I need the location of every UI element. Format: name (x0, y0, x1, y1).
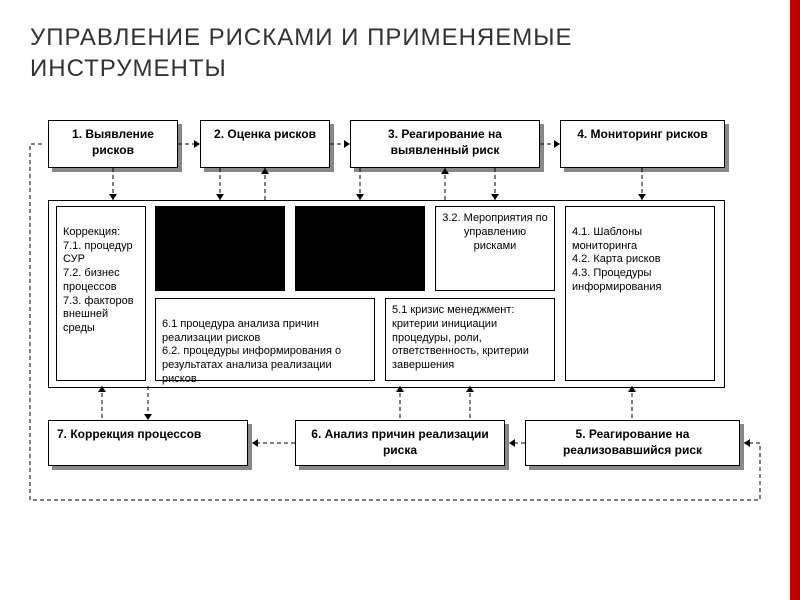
black-block-2 (295, 206, 425, 291)
label: 3. Реагирование на выявленный риск (388, 127, 502, 157)
text: Коррекция: 7.1. процедур СУР 7.2. бизнес… (63, 226, 134, 334)
label: 6. Анализ причин реализации риска (311, 427, 488, 457)
box-respond-identified: 3. Реагирование на выявленный риск (350, 120, 540, 168)
text: 3.2. Мероприятия по управлению рисками (442, 212, 548, 252)
box-respond-realized: 5. Реагирование на реализовавшийся риск (525, 420, 740, 466)
label: 4. Мониторинг рисков (577, 127, 708, 141)
box-correction-list: Коррекция: 7.1. процедур СУР 7.2. бизнес… (56, 206, 146, 381)
box-3-2-measures: 3.2. Мероприятия по управлению рисками (435, 206, 555, 291)
box-identify-risks: 1. Выявление рисков (48, 120, 178, 168)
label: 7. Коррекция процессов (57, 427, 201, 441)
text: 4.1. Шаблоны мониторинга 4.2. Карта риск… (572, 226, 661, 293)
slide: УПРАВЛЕНИЕ РИСКАМИ И ПРИМЕНЯЕМЫЕ ИНСТРУМ… (0, 0, 800, 600)
black-block-1 (155, 206, 285, 291)
box-6-analysis-procedures: 6.1 процедура анализа причин реализации … (155, 298, 375, 381)
label: 1. Выявление рисков (72, 127, 154, 157)
box-4-monitoring-templates: 4.1. Шаблоны мониторинга 4.2. Карта риск… (565, 206, 715, 381)
page-title: УПРАВЛЕНИЕ РИСКАМИ И ПРИМЕНЯЕМЫЕ ИНСТРУМ… (30, 22, 730, 84)
text: 6.1 процедура анализа причин реализации … (162, 318, 341, 385)
text: 5.1 кризис менеджмент: критерии инициаци… (392, 304, 529, 371)
box-5-crisis-management: 5.1 кризис менеджмент: критерии инициаци… (385, 298, 555, 381)
box-assess-risks: 2. Оценка рисков (200, 120, 330, 168)
box-analysis-of-causes: 6. Анализ причин реализации риска (295, 420, 505, 466)
box-process-correction: 7. Коррекция процессов (48, 420, 248, 466)
label: 5. Реагирование на реализовавшийся риск (563, 427, 702, 457)
box-monitor-risks: 4. Мониторинг рисков (560, 120, 725, 168)
label: 2. Оценка рисков (214, 127, 316, 141)
